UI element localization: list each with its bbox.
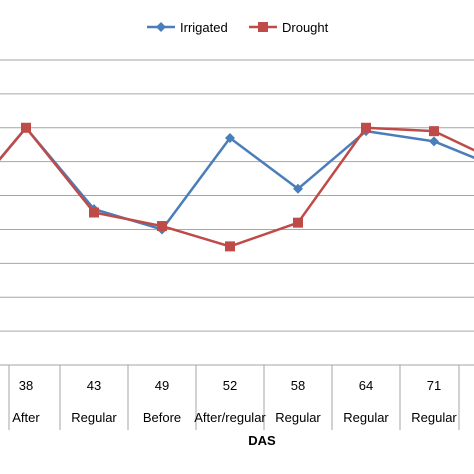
- category-table: 38 After 43 Regular 49 Before 52 After/regular 5…: [8, 365, 460, 430]
- data-point-drought: [225, 241, 235, 252]
- x-tick-sublabel: Regular: [71, 410, 117, 425]
- x-tick-label: 43: [87, 378, 101, 393]
- data-point-drought: [89, 207, 99, 218]
- legend: Irrigated Drought: [147, 20, 329, 35]
- x-tick-sublabel: After/regular: [194, 410, 266, 425]
- data-point-drought: [21, 122, 31, 133]
- data-point-irrigated: [225, 132, 235, 143]
- series-layer: [0, 122, 474, 252]
- legend-irrigated-label: Irrigated: [180, 20, 228, 35]
- data-point-drought: [293, 217, 303, 228]
- x-axis-title: DAS: [248, 433, 276, 448]
- x-tick-sublabel: After: [12, 410, 40, 425]
- x-tick-label: 71: [427, 378, 441, 393]
- x-tick-label: 64: [359, 378, 373, 393]
- data-point-irrigated: [293, 183, 303, 194]
- x-tick-sublabel: Regular: [343, 410, 389, 425]
- x-tick-label: 38: [19, 378, 33, 393]
- data-point-drought: [361, 122, 371, 133]
- x-tick-label: 49: [155, 378, 169, 393]
- x-tick-label: 52: [223, 378, 237, 393]
- legend-drought-label: Drought: [282, 20, 329, 35]
- legend-irrigated-marker: [156, 22, 166, 32]
- x-tick-sublabel: Regular: [275, 410, 321, 425]
- x-tick-label: 58: [291, 378, 305, 393]
- gridlines: [0, 59, 474, 366]
- series-line-irrigated: [0, 126, 474, 231]
- data-point-irrigated: [429, 136, 439, 147]
- legend-drought-marker: [258, 22, 268, 32]
- x-tick-sublabel: Before: [143, 410, 181, 425]
- data-point-drought: [429, 126, 439, 137]
- x-tick-sublabel: Regular: [411, 410, 457, 425]
- data-point-drought: [157, 221, 167, 232]
- series-line-drought: [0, 126, 474, 248]
